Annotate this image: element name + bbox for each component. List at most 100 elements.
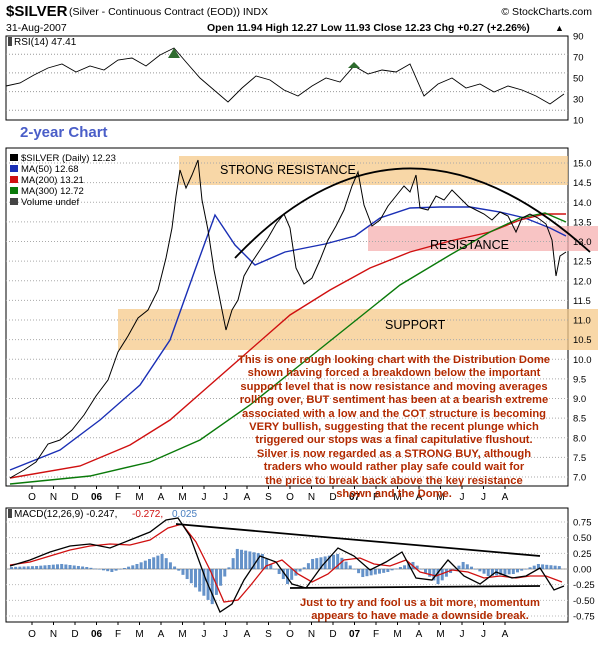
x-tick-label: D (329, 629, 336, 640)
macd-histogram-bar (152, 557, 156, 569)
legend-swatch (10, 165, 18, 172)
macd-histogram-bar (76, 565, 80, 569)
x-tick-label: O (28, 629, 36, 640)
macd-histogram-bar (536, 563, 540, 569)
macd-histogram-bar (68, 564, 72, 569)
macd-panel-marker (8, 509, 12, 518)
x-tick-label: J (202, 492, 207, 503)
price-tick-label: 11.5 (573, 296, 591, 307)
rsi-label: RSI(14) 47.41 (14, 37, 77, 48)
macd-histogram-bar (461, 561, 465, 569)
price-tick-label: 13.5 (573, 217, 592, 228)
macd-histogram-bar (198, 569, 202, 592)
macd-histogram-bar (185, 569, 189, 580)
x-tick-label: M (178, 629, 186, 640)
macd-histogram-bar (470, 566, 473, 569)
rsi-overbought-fill (168, 48, 180, 58)
macd-histogram-bar (507, 569, 511, 575)
two-year-chart-title: 2-year Chart (20, 124, 108, 141)
macd-histogram-bar (440, 569, 444, 581)
macd-histogram-bar (156, 555, 160, 569)
macd-histogram-bar (348, 565, 352, 569)
macd-histogram-bar (227, 567, 231, 569)
price-tick-label: 9.0 (573, 394, 586, 405)
macd-tick-label: -0.25 (573, 580, 595, 591)
macd-histogram-bar (478, 569, 482, 572)
macd-histogram-bar (499, 569, 503, 576)
price-tick-label: 13.0 (573, 237, 592, 248)
macd-histogram-bar (415, 565, 419, 569)
macd-histogram-bar (39, 565, 43, 569)
macd-tick-label: 0.25 (573, 549, 592, 560)
macd-histogram-bar (148, 558, 151, 569)
macd-histogram-bar (64, 564, 68, 569)
macd-histogram-bar (277, 569, 281, 575)
macd-histogram-bar (223, 569, 227, 577)
macd-histogram-bar (403, 565, 407, 569)
support-label: SUPPORT (385, 318, 446, 332)
legend-entry: Volume undef (21, 197, 79, 208)
macd-histogram-bar (453, 569, 457, 570)
x-tick-label: A (158, 629, 165, 640)
macd-histogram-bar (93, 568, 97, 570)
macd-histogram-bar (164, 558, 168, 569)
x-tick-label: M (393, 629, 401, 640)
macd-histogram-bar (202, 569, 206, 596)
x-tick-label: 06 (91, 629, 103, 640)
legend-entry: MA(50) 12.68 (21, 164, 79, 175)
macd-histogram-bar (290, 569, 294, 580)
macd-histogram-bar (424, 569, 427, 574)
x-tick-label: J (223, 492, 228, 503)
macd-histogram-bar (541, 564, 545, 569)
macd-histogram-bar (511, 569, 515, 575)
x-axis-bottom: O N D 06 F M A M J J A S O N D 07 F M A M J J A (28, 622, 509, 640)
legend-entry: MA(300) 12.72 (21, 186, 84, 197)
macd-histogram-bar (373, 569, 377, 575)
chart-date: 31-Aug-2007 (6, 22, 67, 34)
legend-swatch (10, 154, 18, 161)
x-tick-label: A (416, 492, 423, 503)
macd-annotation: Just to try and fool us a bit more, mome… (300, 597, 540, 623)
macd-panel: MACD(12,26,9) -0.247, -0.272, 0.025 0.75… (5, 507, 595, 623)
x-tick-label: N (308, 492, 315, 503)
macd-upper-trendline (175, 523, 541, 557)
macd-histogram-bar (369, 569, 373, 576)
macd-histogram-bar (340, 557, 344, 569)
macd-histogram-bar (160, 553, 164, 569)
macd-histogram-bar (248, 551, 252, 569)
macd-histogram-bar (557, 566, 561, 569)
x-tick-label: F (373, 629, 379, 640)
macd-histogram-bar (143, 560, 147, 569)
macd-histogram-bar (181, 569, 185, 575)
macd-histogram-bar (382, 569, 386, 573)
x-tick-label: S (265, 629, 272, 640)
macd-histogram-bar (319, 557, 323, 569)
macd-histogram-bar (269, 563, 273, 569)
legend-swatch (10, 187, 18, 194)
macd-histogram-bar (516, 569, 519, 573)
macd-histogram-bar (35, 565, 39, 569)
x-tick-label: N (50, 492, 57, 503)
strong-resistance-label: STRONG RESISTANCE (220, 163, 356, 177)
macd-histogram-bar (432, 569, 436, 581)
symbol-title: $SILVER (6, 3, 68, 20)
macd-label: MACD(12,26,9) -0.247, (14, 509, 117, 520)
strong-resistance-zone (179, 156, 568, 185)
price-line (9, 159, 567, 479)
macd-histogram-bar (365, 569, 369, 577)
rsi-tick-label: 10 (573, 116, 584, 127)
price-tick-label: 11.0 (573, 316, 591, 327)
macd-histogram-bar (252, 552, 256, 569)
macd-histogram-bar (56, 564, 59, 569)
macd-histogram-bar (214, 569, 218, 595)
price-tick-label: 8.5 (573, 414, 586, 425)
macd-histogram-bar (43, 565, 47, 569)
macd-histogram-bar (51, 564, 55, 569)
x-tick-label: F (373, 492, 379, 503)
x-tick-label: M (135, 629, 143, 640)
macd-histogram-bar (127, 566, 131, 569)
x-tick-label: N (308, 629, 315, 640)
macd-histogram-bar (465, 564, 469, 569)
quote-up-arrow: ▲ (555, 23, 564, 33)
x-tick-label: A (502, 492, 509, 503)
